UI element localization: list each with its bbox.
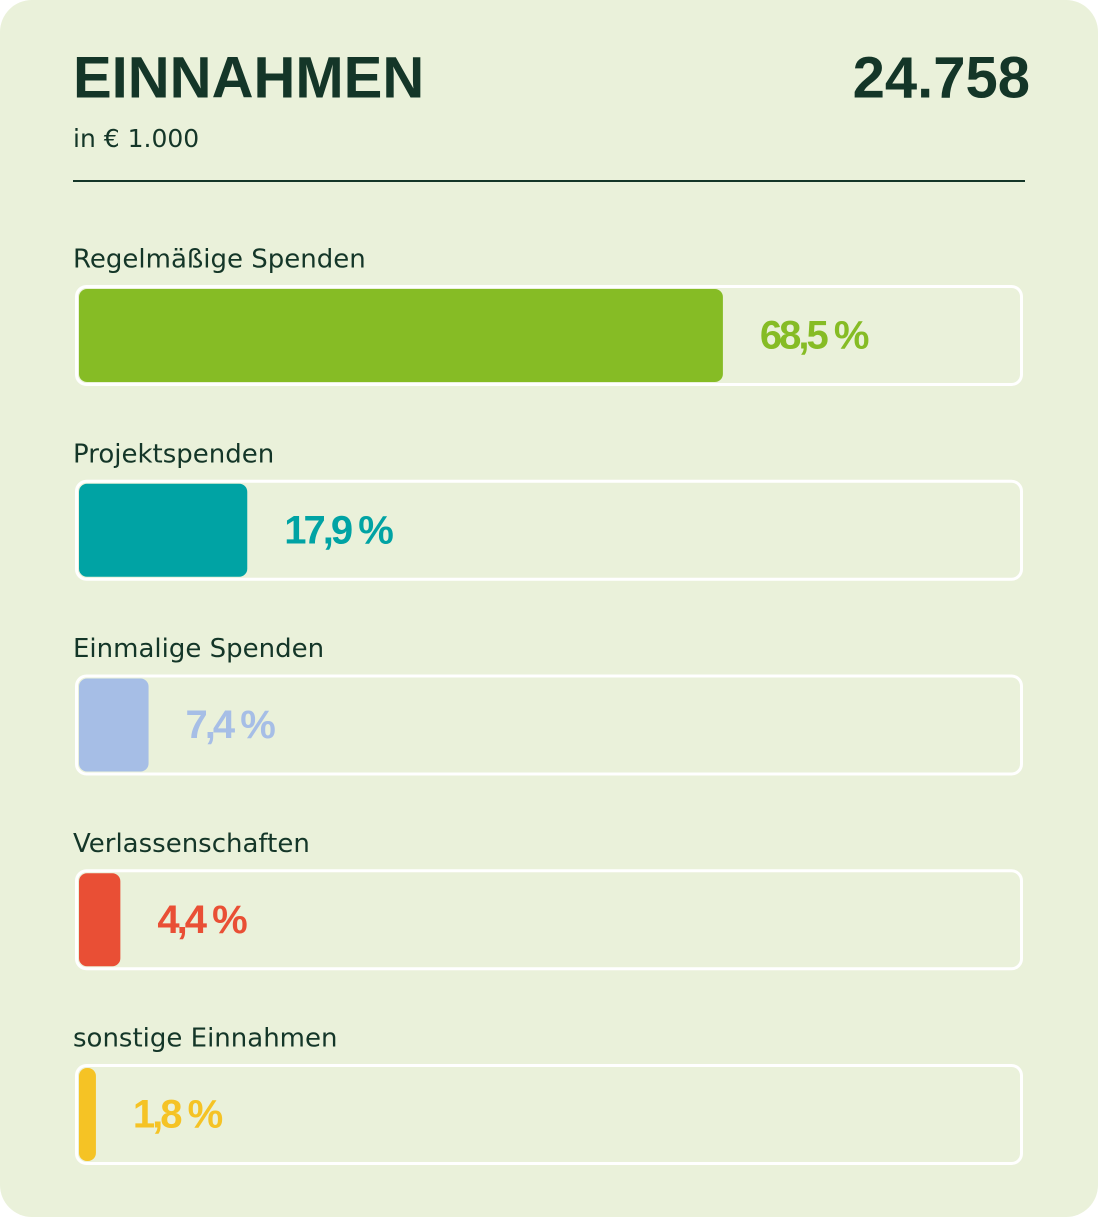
category-label: Einmalige Spenden [73, 634, 324, 664]
bar [79, 678, 149, 772]
category-label: Projektspenden [73, 439, 274, 469]
category-label: Regelmäßige Spenden [73, 245, 366, 275]
bar-track [75, 285, 1023, 386]
value-label: 7,4 % [186, 703, 276, 747]
bar-track [75, 1064, 1023, 1165]
value-label: 1,8 % [133, 1093, 223, 1137]
bar [79, 483, 248, 577]
chart-subtitle: in € 1.000 [73, 124, 199, 153]
value-label: 68,5 % [760, 314, 869, 358]
category-label: sonstige Einnahmen [73, 1024, 337, 1054]
bar-track [75, 674, 1023, 776]
value-label: 17,9 % [284, 508, 393, 552]
category-label: Verlassenschaften [73, 829, 310, 859]
bar-track [75, 479, 1023, 581]
chart-title: EINNAHMEN [73, 45, 424, 110]
bar [79, 289, 723, 382]
bar [79, 873, 121, 967]
bar-track [75, 869, 1023, 971]
value-label: 4,4 % [157, 898, 247, 942]
total-value: 24.758 [853, 45, 1030, 110]
bar [79, 1068, 96, 1161]
